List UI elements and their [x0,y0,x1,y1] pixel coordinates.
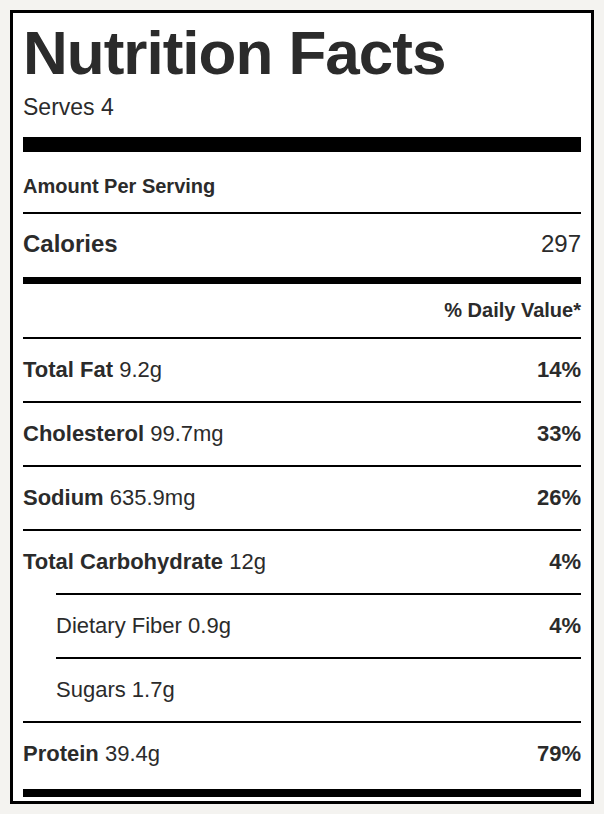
nutrient-row-total-fat: Total Fat 9.2g 14% [23,339,581,401]
nutrient-row-protein: Protein 39.4g 79% [23,723,581,785]
nutrient-name-amount: Dietary Fiber 0.9g [56,612,231,640]
nutrient-row-cholesterol: Cholesterol 99.7mg 33% [23,403,581,465]
nutrient-name-amount: Total Carbohydrate 12g [23,548,266,576]
nutrient-name-amount: Cholesterol 99.7mg [23,420,224,448]
daily-value-percent: 79% [537,740,581,768]
calories-value: 297 [541,230,581,259]
thick-divider-top [23,137,581,152]
daily-value-percent: 4% [549,548,581,576]
serves-text: Serves 4 [23,91,581,123]
nutrition-facts-label: Nutrition Facts Serves 4 Amount Per Serv… [10,10,594,804]
daily-value-percent: 14% [537,356,581,384]
thick-divider-bottom [23,789,581,797]
daily-value-header: % Daily Value* [23,284,581,337]
nutrition-facts-title: Nutrition Facts [23,19,581,87]
daily-value-percent: 4% [549,612,581,640]
calories-row: Calories 297 [23,214,581,277]
nutrient-row-total-carbohydrate: Total Carbohydrate 12g 4% [23,531,581,593]
daily-value-percent: 26% [537,484,581,512]
nutrient-name-amount: Total Fat 9.2g [23,356,162,384]
nutrient-name-amount: Protein 39.4g [23,740,160,768]
medium-divider [23,277,581,284]
calories-label: Calories [23,230,118,259]
nutrient-name-amount: Sugars 1.7g [56,676,175,704]
page-background: Nutrition Facts Serves 4 Amount Per Serv… [0,0,604,814]
nutrient-row-sodium: Sodium 635.9mg 26% [23,467,581,529]
daily-value-percent: 33% [537,420,581,448]
nutrient-row-sugars: Sugars 1.7g [23,659,581,721]
nutrient-name-amount: Sodium 635.9mg [23,484,195,512]
amount-per-serving-label: Amount Per Serving [23,152,581,212]
nutrient-row-dietary-fiber: Dietary Fiber 0.9g 4% [23,595,581,657]
